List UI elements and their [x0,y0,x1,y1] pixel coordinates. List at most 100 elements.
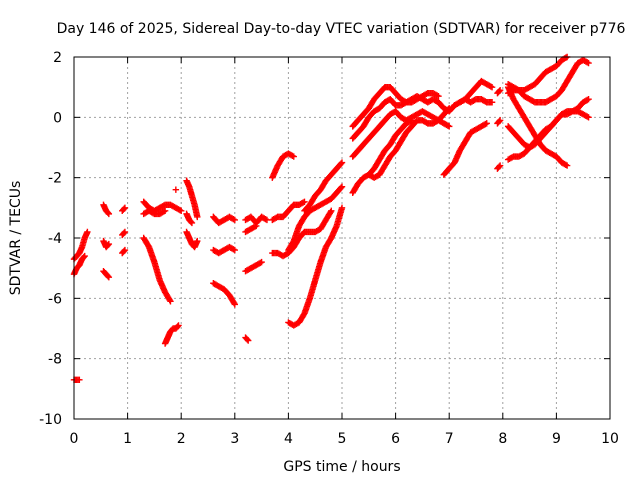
data-point-track-3 [104,209,112,217]
data-point-track-17 [231,216,238,224]
data-point-track-13 [172,186,180,193]
x-tick-label: 4 [284,431,293,447]
data-point-track-39 [496,117,504,124]
data-point-track-24 [301,198,308,205]
x-tick-label: 9 [552,431,561,447]
x-tick-label: 0 [70,431,79,447]
y-tick-label: -4 [48,231,62,247]
data-point-track-7 [120,229,128,237]
data-point-track-1 [80,253,88,261]
data-point-track-42 [585,59,592,67]
data-point-track-5 [104,273,112,280]
data-point-track-8 [120,247,128,255]
data-point-track-17 [230,215,237,223]
data-point-track-42 [584,59,591,66]
data-point-track-33 [446,105,453,112]
data-point-track-0 [84,228,91,236]
grid-lines [74,57,610,419]
data-point-track-29 [338,159,346,166]
data-point-track-2 [76,376,83,383]
data-point-track-15 [188,219,196,227]
data-point-track-1 [81,252,88,260]
data-point-track-21 [251,223,259,230]
data-point-track-8 [121,246,129,254]
data-marks [70,53,592,383]
data-point-track-10 [161,207,169,215]
data-point-track-27 [338,204,346,212]
data-point-track-35 [482,120,489,128]
x-tick-label: 6 [391,431,400,447]
data-point-track-12 [174,323,181,330]
data-point-track-34 [408,117,415,124]
data-point-track-35 [483,120,490,127]
data-point-track-6 [120,205,128,213]
y-tick-label: -2 [48,171,62,187]
data-point-track-12 [175,322,182,329]
data-point-track-10 [160,208,167,215]
x-axis-label: GPS time / hours [283,459,400,475]
data-point-track-45 [584,113,591,120]
chart-title: Day 146 of 2025, Sidereal Day-to-day VTE… [57,21,626,37]
data-point-track-44 [584,96,591,104]
y-tick-label: 2 [53,50,62,66]
data-point-track-18 [231,246,238,254]
y-axis-label: SDTVAR / TECUs [8,181,24,296]
data-point-track-30 [435,93,442,100]
data-point-track-21 [253,222,260,230]
data-point-track-18 [230,246,237,253]
data-point-track-43 [563,162,571,169]
data-point-track-23 [245,337,252,344]
x-tick-label: 3 [230,431,239,447]
x-tick-label: 2 [177,431,186,447]
data-point-track-25 [290,153,297,160]
data-point-track-32 [444,122,452,129]
data-point-track-23 [244,336,251,343]
data-point-track-30 [433,92,441,99]
data-point-track-24 [299,199,307,206]
x-tick-label: 1 [123,431,132,447]
y-tick-label: -10 [39,412,62,428]
data-point-track-26 [327,208,334,216]
data-point-track-37 [488,99,496,106]
x-tick-label: 8 [498,431,507,447]
x-tick-label: 7 [445,431,454,447]
data-point-track-32 [446,123,453,130]
data-point-track-44 [585,96,592,103]
data-point-track-19 [230,299,238,307]
x-tick-label: 5 [338,431,347,447]
data-point-track-11 [166,296,173,304]
data-point-track-28 [337,184,345,191]
data-point-track-29 [337,160,345,167]
data-point-track-26 [328,207,335,215]
y-tick-label: -8 [48,352,62,368]
axes: 0 1 2 3 4 5 6 7 8 9 10 -10 -8 -6 -4 -2 0 2 [39,50,619,447]
data-point-track-38 [496,87,503,95]
data-point-track-4 [104,241,112,249]
data-point-track-15 [187,218,195,226]
data-point-track-22 [258,258,265,266]
data-point-track-22 [257,259,264,267]
data-point-track-11 [167,298,174,305]
data-point-track-41 [562,54,569,61]
data-point-track-25 [289,152,296,159]
data-point-track-36 [488,83,496,91]
y-tick-label: 0 [53,110,62,126]
data-point-track-9 [176,206,184,214]
data-point-track-20 [262,215,269,223]
data-point-track-5 [105,274,113,281]
data-point-track-38 [496,86,504,94]
data-point-track-7 [121,228,129,236]
data-point-track-6 [121,204,129,212]
y-tick-label: -6 [48,291,62,307]
data-point-track-4 [105,240,113,248]
data-point-track-36 [487,83,494,90]
data-point-track-43 [562,161,569,169]
data-point-track-33 [445,106,452,113]
data-point-track-28 [338,183,346,190]
data-point-track-39 [496,118,503,125]
data-point-track-40 [496,162,504,169]
data-point-track-16 [194,237,201,245]
data-point-track-19 [231,301,238,308]
data-point-track-20 [263,216,271,224]
